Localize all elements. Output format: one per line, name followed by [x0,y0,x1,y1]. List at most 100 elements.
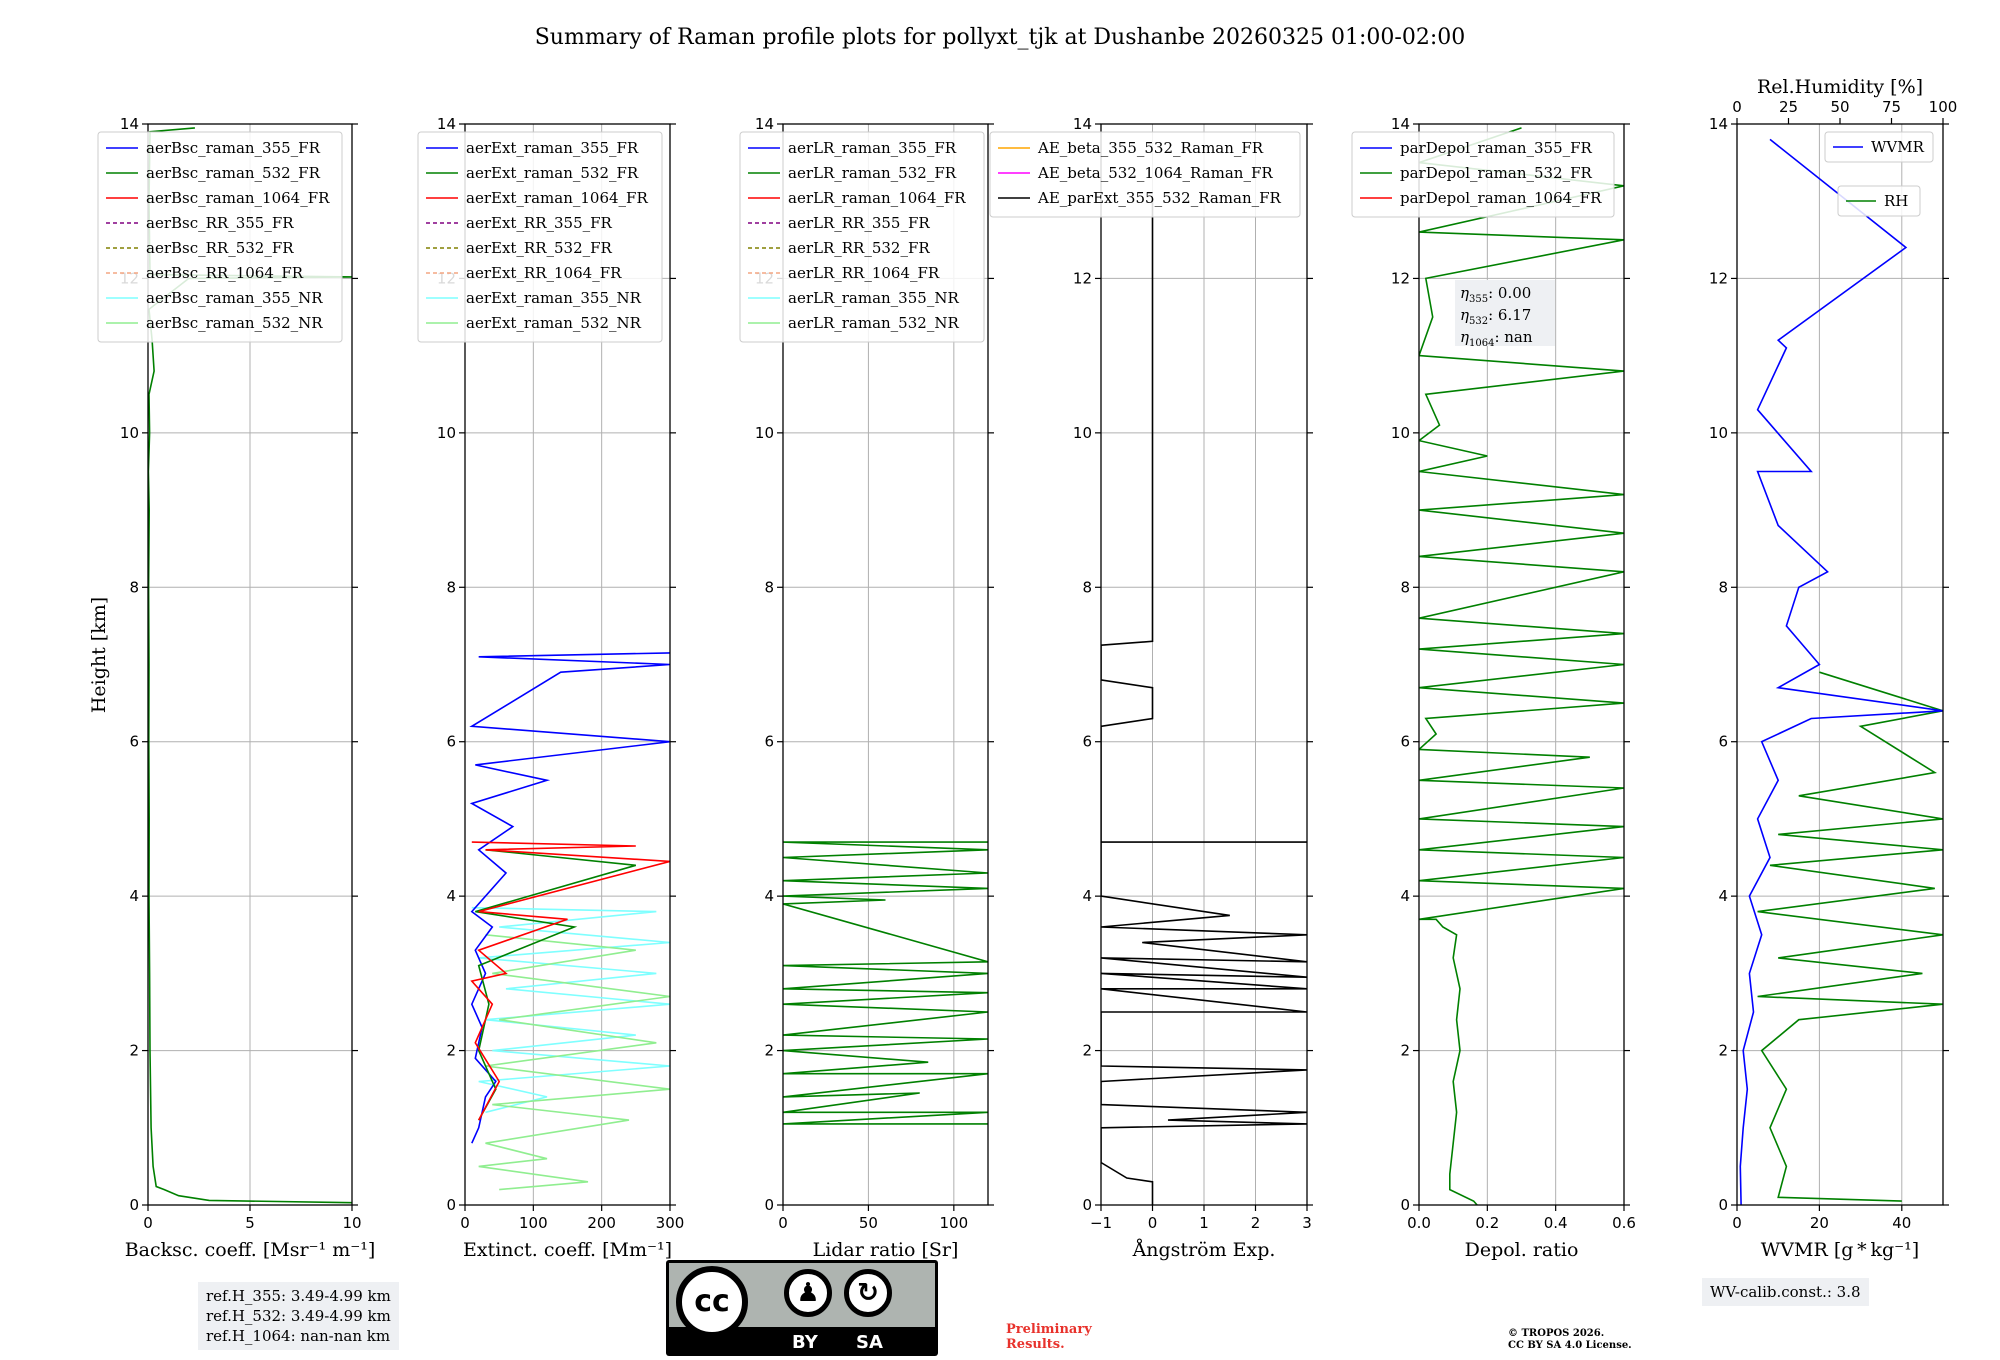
y-tick-label: 8 [764,578,774,596]
legend-label: aerExt_RR_355_FR [466,214,613,232]
legend-label: AE_beta_532_1064_Raman_FR [1037,164,1273,182]
series-RH [1757,671,1943,1202]
x-tick-label: 0.4 [1544,1214,1568,1232]
legend-label: RH [1884,192,1908,210]
y-tick-label: 4 [1400,887,1410,905]
cc-license-badge: cc ♟ ↻ BY SA [666,1260,938,1356]
y-tick-label: 10 [1073,424,1092,442]
y-tick-label: 6 [129,733,139,751]
y-tick-label: 6 [446,733,456,751]
series-aerExt_raman_355_NR [471,906,670,1114]
legend-label: aerExt_raman_532_NR [466,314,642,332]
series-aerExt_raman_355_FR [469,652,670,1144]
legend-label: aerExt_RR_532_FR [466,239,613,257]
y-tick-label: 2 [1400,1042,1410,1060]
legend-label: aerBsc_RR_532_FR [146,239,294,257]
x-tick-label: 1 [1199,1214,1209,1232]
legend-label: aerLR_raman_532_FR [788,164,957,182]
x-tick-label: 200 [587,1214,616,1232]
y-tick-label: 2 [1718,1042,1728,1060]
panel-bsc: 051002468101214Backsc. coeff. [Msr⁻¹ m⁻¹… [97,115,375,1261]
eta-line: η355: 0.00 [1460,284,1531,305]
eta-line: η1064: nan [1460,328,1533,349]
legend-label: aerExt_raman_532_FR [466,164,639,182]
figure-title: Summary of Raman profile plots for polly… [535,25,1466,50]
legend-label: aerLR_RR_532_FR [788,239,930,257]
wv-calib-box: WV-calib.const.: 3.8 [1702,1278,1869,1306]
share-alike-icon: ↻ [844,1269,892,1317]
y-tick-label: 12 [1391,269,1410,287]
x-axis-label: Ångström Exp. [1132,1239,1276,1261]
x-tick-label: 0 [1148,1214,1158,1232]
cc-logo-icon: cc [676,1266,748,1338]
y-tick-label: 2 [1082,1042,1092,1060]
legend-rh: RH [1837,185,1921,217]
y-tick-label: 8 [1400,578,1410,596]
y-tick-label: 10 [1391,424,1410,442]
legend-ae: AE_beta_355_532_Raman_FR AE_beta_532_1064… [989,131,1301,218]
eta-line: η532: 6.17 [1460,306,1531,327]
x-tick-label: 300 [656,1214,685,1232]
x-tick-label: 100 [519,1214,548,1232]
x-tick-label: 0.2 [1475,1214,1499,1232]
legend-label: parDepol_raman_1064_FR [1400,189,1602,207]
legend-label: aerBsc_raman_1064_FR [146,189,330,207]
legend-label: parDepol_raman_532_FR [1400,164,1593,182]
ref-height-1064: ref.H_1064: nan-nan km [206,1327,391,1345]
top-x-tick-label: 50 [1830,98,1849,116]
y-tick-label: 0 [1400,1196,1410,1214]
x-axis-label: WVMR [g * kg⁻¹] [1761,1239,1919,1261]
top-x-tick-label: 100 [1929,98,1958,116]
x-tick-label: 2 [1251,1214,1261,1232]
legend-label: aerExt_raman_355_FR [466,139,639,157]
y-tick-label: 6 [764,733,774,751]
series-aerExt_raman_532_NR [478,934,670,1191]
top-x-tick-label: 0 [1732,98,1742,116]
cc-by-label: BY [792,1332,818,1353]
legend-bsc: aerBsc_raman_355_FR aerBsc_raman_532_FRae… [97,131,343,343]
y-tick-label: 8 [446,578,456,596]
copyright-note: © TROPOS 2026. CC BY SA 4.0 License. [1508,1328,1632,1352]
legend-depol: parDepol_raman_355_FR parDepol_raman_532_… [1351,131,1615,218]
y-tick-label: 6 [1082,733,1092,751]
legend-label: aerBsc_raman_355_NR [146,289,323,307]
series-aerExt_raman_1064_FR [470,841,670,1121]
y-tick-label: 14 [120,115,139,133]
y-tick-label: 12 [1073,269,1092,287]
ref-height-532: ref.H_532: 3.49-4.99 km [206,1307,391,1325]
y-tick-label: 0 [446,1196,456,1214]
x-tick-label: 20 [1810,1214,1829,1232]
y-tick-label: 0 [129,1196,139,1214]
panel-wv: 0 20 40 0 2 4 6 8 10 12 14 WVMR [g * kg⁻¹] 0 25 50 75 10… [1709,76,1957,1261]
legend-label: aerBsc_RR_355_FR [146,214,294,232]
y-tick-label: 14 [1391,115,1410,133]
legend-label: AE_parExt_355_532_Raman_FR [1037,189,1282,207]
person-icon: ♟ [784,1269,832,1317]
y-tick-label: 8 [129,578,139,596]
top-x-tick-label: 75 [1882,98,1901,116]
series-aerLR_raman_532_FR [783,841,988,1125]
y-tick-label: 10 [1709,424,1728,442]
y-tick-label: 4 [1718,887,1728,905]
legend-ext: aerExt_raman_355_FR aerExt_raman_532_FRae… [417,131,663,343]
x-tick-label: 40 [1892,1214,1911,1232]
x-tick-label: 0 [1732,1214,1742,1232]
y-tick-label: 4 [129,887,139,905]
y-tick-label: 0 [1082,1196,1092,1214]
preliminary-line-1: Preliminary [1006,1322,1092,1337]
x-tick-label: 0.0 [1407,1214,1431,1232]
copyright-line-2: CC BY SA 4.0 License. [1508,1340,1632,1351]
legend-label: aerBsc_raman_532_FR [146,164,321,182]
x-axis-label: Extinct. coeff. [Mm⁻¹] [463,1239,672,1261]
y-tick-label: 6 [1718,733,1728,751]
series-AE_parExt_355_532_Raman_FR [1101,201,1307,1205]
y-tick-label: 14 [1709,115,1728,133]
legend-label: parDepol_raman_355_FR [1400,139,1593,157]
x-tick-label: 50 [859,1214,878,1232]
y-tick-label: 4 [764,887,774,905]
legend-label: aerBsc_RR_1064_FR [146,264,304,282]
y-tick-label: 8 [1082,578,1092,596]
axes-frame [782,123,989,1206]
x-tick-label: −1 [1090,1214,1112,1232]
